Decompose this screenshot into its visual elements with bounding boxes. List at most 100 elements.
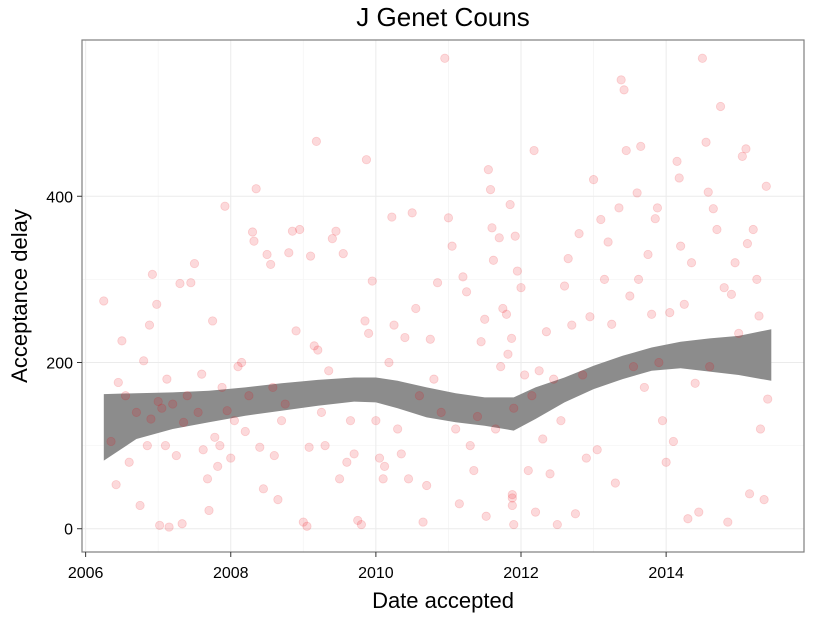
data-point xyxy=(636,141,646,151)
data-point xyxy=(345,416,356,426)
data-point xyxy=(458,272,468,282)
data-point xyxy=(596,214,606,225)
data-point xyxy=(215,441,225,451)
data-point xyxy=(220,201,230,211)
data-point xyxy=(244,391,254,401)
data-point xyxy=(210,432,220,442)
data-point xyxy=(654,357,664,368)
data-point xyxy=(686,258,697,268)
data-point xyxy=(647,309,657,319)
data-point xyxy=(440,53,450,63)
data-point xyxy=(761,181,771,191)
data-point xyxy=(400,332,410,343)
x-tick-label: 2014 xyxy=(648,565,684,582)
data-point xyxy=(552,519,562,530)
data-point xyxy=(217,382,227,393)
data-point xyxy=(503,349,513,359)
data-point xyxy=(507,490,517,500)
data-point xyxy=(505,199,515,210)
data-point xyxy=(748,224,758,235)
data-point xyxy=(496,362,506,372)
data-point xyxy=(147,269,157,279)
data-point xyxy=(331,226,341,236)
data-point xyxy=(529,145,539,156)
data-point xyxy=(759,495,769,505)
y-tick-label: 400 xyxy=(46,189,73,206)
data-point xyxy=(616,75,626,85)
data-point xyxy=(429,374,439,384)
y-tick-label: 200 xyxy=(46,355,73,372)
data-point xyxy=(168,399,178,409)
data-point xyxy=(742,239,753,249)
data-point xyxy=(226,453,236,463)
data-point xyxy=(153,396,163,407)
data-point xyxy=(512,266,522,276)
data-point xyxy=(304,442,314,452)
data-point xyxy=(454,499,464,509)
x-tick-label: 2006 xyxy=(68,565,104,582)
data-point xyxy=(585,312,595,322)
data-point xyxy=(379,461,390,471)
data-point xyxy=(327,234,337,244)
data-point xyxy=(356,519,366,530)
data-point xyxy=(291,326,301,336)
data-point xyxy=(193,407,203,417)
data-point xyxy=(632,188,642,198)
data-point xyxy=(559,281,570,291)
data-point xyxy=(189,258,200,269)
data-point xyxy=(316,407,327,417)
data-point xyxy=(534,366,544,376)
data-point xyxy=(389,320,399,330)
data-point xyxy=(567,320,577,330)
x-tick-label: 2010 xyxy=(358,565,394,582)
data-point xyxy=(302,521,312,531)
data-point xyxy=(676,241,686,251)
panel-border xyxy=(81,39,805,553)
x-tick-label: 2012 xyxy=(503,565,539,582)
data-point xyxy=(549,374,559,384)
data-point xyxy=(360,316,370,326)
data-point xyxy=(763,394,773,404)
data-point xyxy=(124,457,134,467)
smooth-band xyxy=(103,329,772,461)
data-point xyxy=(674,173,684,183)
data-point xyxy=(311,136,321,147)
data-point xyxy=(734,328,744,339)
data-point xyxy=(152,299,162,309)
data-point xyxy=(378,474,388,484)
data-point xyxy=(643,249,653,260)
data-point xyxy=(701,137,711,147)
data-point xyxy=(240,426,250,437)
data-point xyxy=(384,357,394,368)
data-point xyxy=(186,278,196,288)
data-point xyxy=(523,465,533,476)
data-point xyxy=(480,314,490,324)
data-point xyxy=(472,411,483,422)
data-point xyxy=(498,303,508,314)
points-layer xyxy=(99,53,773,532)
data-point xyxy=(633,274,644,284)
data-point xyxy=(715,101,726,112)
data-point xyxy=(273,495,283,505)
data-point xyxy=(387,212,397,222)
data-point xyxy=(530,507,541,517)
grid xyxy=(82,40,804,552)
x-axis-label: Date accepted xyxy=(372,588,514,613)
data-point xyxy=(570,509,581,519)
data-point xyxy=(258,484,269,494)
data-point xyxy=(284,248,294,258)
data-point xyxy=(251,184,261,194)
data-point xyxy=(111,480,121,490)
data-point xyxy=(414,391,425,401)
data-point xyxy=(639,382,649,393)
data-point xyxy=(403,474,414,484)
data-point xyxy=(581,453,591,463)
data-point xyxy=(276,416,287,426)
data-point xyxy=(204,505,214,516)
data-point xyxy=(249,236,259,246)
data-point xyxy=(407,208,417,218)
data-point xyxy=(208,316,218,326)
data-point xyxy=(268,382,278,393)
data-point xyxy=(113,377,123,388)
